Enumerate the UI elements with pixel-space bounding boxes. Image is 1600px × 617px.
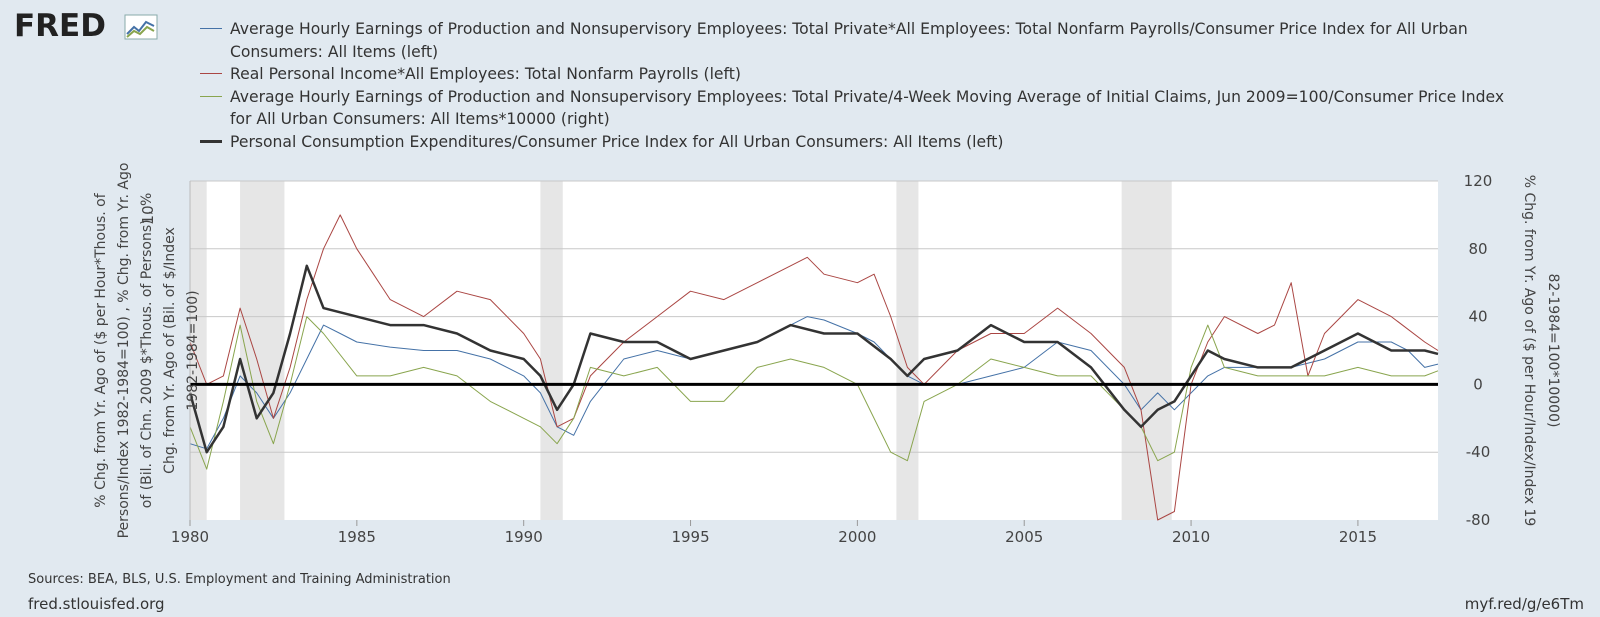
recession-band-5 [1121,181,1172,520]
site-link[interactable]: fred.stlouisfed.org [28,595,165,613]
x-tick-2010: 2010 [1172,528,1210,546]
y-axis-left-title-line-5: 1982-1984=100) [185,290,201,410]
y-axis-right-title: % Chg. from Yr. Ago of ($ per Hour/Index… [1521,175,1561,527]
y-axis-right-title-line-1: % Chg. from Yr. Ago of ($ per Hour/Index… [1521,175,1537,527]
y-right-tick-2: -40 [1466,443,1491,461]
recession-band-3 [540,181,563,520]
legend-swatch-series-3 [200,95,222,97]
legend-item-series-3[interactable]: Average Hourly Earnings of Production an… [200,86,1530,131]
legend-label-series-2: Real Personal Income*All Employees: Tota… [230,65,741,83]
legend-swatch-series-2 [200,73,222,74]
y-right-tick-5: 80 [1468,240,1487,258]
legend-label-series-4: Personal Consumption Expenditures/Consum… [230,132,1004,151]
legend-item-series-4[interactable]: Personal Consumption Expenditures/Consum… [200,131,1530,154]
recession-band-4 [896,181,919,520]
y-axis-left-title-line-1: % Chg. from Yr. Ago of ($ per Hour*Thous… [93,192,109,507]
x-tick-2000: 2000 [838,528,876,546]
y-right-tick-1: -80 [1466,511,1491,529]
y-axis-left-title-line-2: Persons/Index 1982-1984=100) , % Chg. fr… [116,163,132,539]
y-axis-left-title-line-4: Chg. from Yr. Ago of (Bil. of $/Index [162,227,178,474]
series-line-4 [188,264,1439,454]
y-axis-right-title-line-2: 82-1984=100*10000) [1545,274,1561,428]
y-right-tick-4: 40 [1468,308,1487,326]
chart-legend: Average Hourly Earnings of Production an… [200,18,1530,153]
y-right-tick-6: 120 [1464,172,1493,190]
fred-chart-icon [124,14,158,40]
legend-label-series-1: Average Hourly Earnings of Production an… [230,20,1468,61]
recession-band-2 [240,181,285,520]
series-line-3 [189,316,1439,470]
y-left-tick-1: 10 [139,205,157,224]
fred-logo[interactable]: FRED [14,8,164,46]
x-tick-1995: 1995 [671,528,709,546]
series-line-2 [189,214,1439,521]
legend-label-series-3: Average Hourly Earnings of Production an… [230,87,1505,129]
sources-note: Sources: BEA, BLS, U.S. Employment and T… [28,572,451,587]
x-tick-1985: 1985 [338,528,376,546]
plot-area [190,181,1438,520]
legend-swatch-series-4 [200,139,222,143]
fred-logo-text: FRED [14,8,106,44]
legend-swatch-series-1 [200,28,222,29]
short-url-link[interactable]: myf.red/g/e6Tm [1464,595,1584,613]
axes: 1980 1985 1990 1995 2000 2005 2010 2015 -80 -40 0 4… [139,172,1492,546]
x-tick-1980: 1980 [171,528,209,546]
legend-item-series-1[interactable]: Average Hourly Earnings of Production an… [200,18,1530,63]
series-lines [188,214,1439,521]
x-tick-1990: 1990 [505,528,543,546]
y-axis-left-title: % Chg. from Yr. Ago of ($ per Hour*Thous… [93,163,201,539]
recession-shading [190,181,1172,520]
legend-item-series-2[interactable]: Real Personal Income*All Employees: Tota… [200,63,1530,86]
x-tick-2015: 2015 [1339,528,1377,546]
series-line-1 [189,316,1439,450]
y-axis-left-title-line-3: of (Bil. of Chn. 2009 $*Thous. of Person… [139,193,155,509]
y-right-tick-3: 0 [1473,375,1483,393]
x-tick-2005: 2005 [1005,528,1043,546]
